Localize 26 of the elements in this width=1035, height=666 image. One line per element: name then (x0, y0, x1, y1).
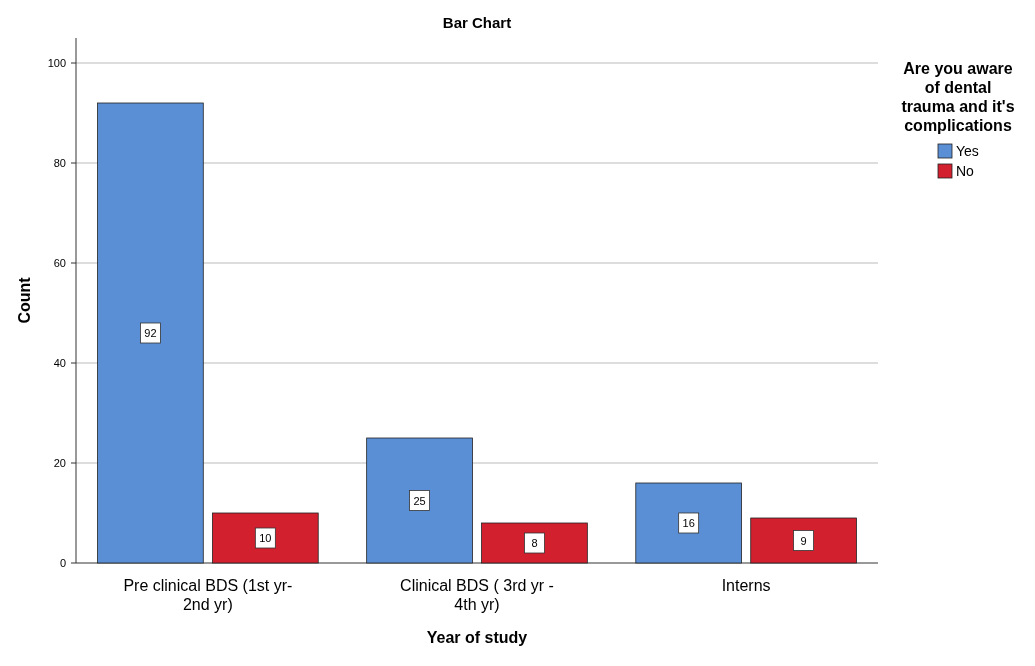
y-tick-label: 0 (59, 557, 66, 569)
bar (635, 482, 742, 564)
bar (97, 102, 204, 564)
y-tick-label: 40 (53, 357, 66, 369)
bar (366, 437, 473, 564)
x-tick-label: Clinical BDS ( 3rd yr - 4th yr) (400, 577, 554, 613)
bar (750, 517, 857, 564)
legend-label: No (956, 163, 975, 179)
y-tick-label: 80 (53, 157, 66, 169)
data-label: 10 (259, 532, 272, 544)
data-label: 8 (531, 537, 538, 549)
legend-label: Yes (956, 143, 979, 159)
y-tick-label: 20 (53, 457, 66, 469)
x-axis-title: Year of study (426, 629, 528, 646)
y-axis-title: Count (16, 276, 33, 324)
legend-title: Are you aware of dental trauma and it's complications (901, 60, 1015, 134)
data-label: 92 (144, 327, 157, 339)
chart-title: Bar Chart (442, 14, 512, 31)
bar (212, 512, 319, 564)
x-tick-label: Interns (721, 577, 771, 594)
y-tick-label: 100 (47, 57, 66, 69)
data-label: 25 (413, 494, 426, 507)
x-tick-label: Pre clinical BDS (1st yr-2nd yr) (123, 577, 293, 613)
y-tick-label: 60 (53, 257, 66, 269)
data-label: 9 (800, 534, 807, 547)
data-label: 16 (682, 517, 695, 529)
